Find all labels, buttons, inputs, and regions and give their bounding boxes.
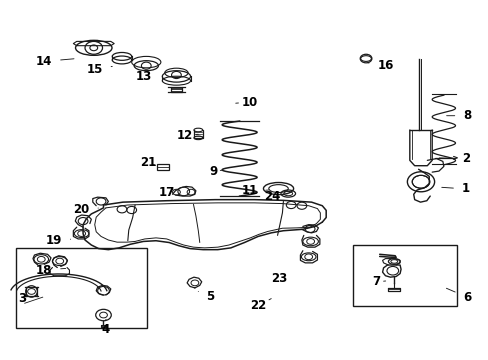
Text: 15: 15 bbox=[86, 63, 112, 76]
Text: 19: 19 bbox=[45, 234, 70, 247]
Bar bbox=[157, 163, 169, 170]
Text: 22: 22 bbox=[249, 298, 271, 312]
Text: 7: 7 bbox=[372, 275, 385, 288]
Text: 9: 9 bbox=[209, 165, 222, 177]
Bar bbox=[353, 245, 457, 306]
Text: 4: 4 bbox=[102, 319, 110, 336]
Text: 21: 21 bbox=[140, 156, 156, 169]
Text: 8: 8 bbox=[446, 109, 470, 122]
Text: 13: 13 bbox=[135, 70, 151, 83]
Text: 18: 18 bbox=[36, 264, 65, 276]
Text: 6: 6 bbox=[446, 288, 470, 304]
Text: 23: 23 bbox=[271, 272, 287, 285]
Text: 3: 3 bbox=[18, 292, 38, 305]
Text: 2: 2 bbox=[438, 152, 469, 165]
Text: 10: 10 bbox=[235, 96, 257, 109]
Text: 16: 16 bbox=[367, 59, 393, 72]
Bar bbox=[16, 248, 147, 328]
Text: 11: 11 bbox=[241, 184, 268, 197]
Text: 20: 20 bbox=[73, 203, 98, 216]
Text: 5: 5 bbox=[198, 289, 214, 303]
Text: 12: 12 bbox=[177, 129, 198, 142]
Text: 24: 24 bbox=[264, 190, 284, 203]
Text: 1: 1 bbox=[441, 183, 469, 195]
Text: 14: 14 bbox=[36, 55, 74, 68]
Text: 17: 17 bbox=[158, 186, 175, 199]
